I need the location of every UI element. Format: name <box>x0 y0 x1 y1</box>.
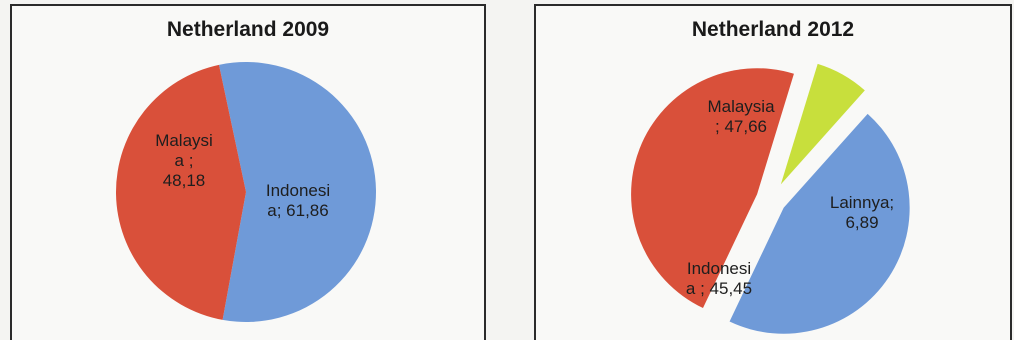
chart-panel-2009: Netherland 2009 Indonesi a; 61,86 Malaysi a… <box>10 4 486 340</box>
slice-label-2009-0: Indonesi a; 61,86 <box>266 181 330 220</box>
chart-title-2009: Netherland 2009 <box>166 18 330 41</box>
pie-slice-2009-1 <box>116 64 246 320</box>
pie-slice-2009-0 <box>218 61 377 322</box>
slice-label-2009-1: Malaysi a ; 48,18 <box>155 131 213 190</box>
pie-chart-2009: Indonesi a; 61,86 Malaysi a ; 48,18 <box>116 61 377 322</box>
pie-slice-2012-1 <box>729 113 910 334</box>
slice-label-2012-0: Lainnya; 6,89 <box>830 193 894 232</box>
pie-slice-2012-0 <box>780 63 865 185</box>
slice-label-2012-1: Indonesi a ; 45,45 <box>686 259 752 298</box>
chart-panel-2012: Netherland 2012 Lainnya; 6,89 Indonesi a ; … <box>534 4 1012 340</box>
slice-label-2012-2: Malaysia; 47,66 <box>707 97 775 136</box>
chart-title-2012: Netherland 2012 <box>691 18 855 41</box>
pie-chart-2012: Lainnya; 6,89 Indonesi a ; 45,45 Malaysia; 4… <box>631 63 910 334</box>
pie-slice-2012-2 <box>631 68 794 309</box>
